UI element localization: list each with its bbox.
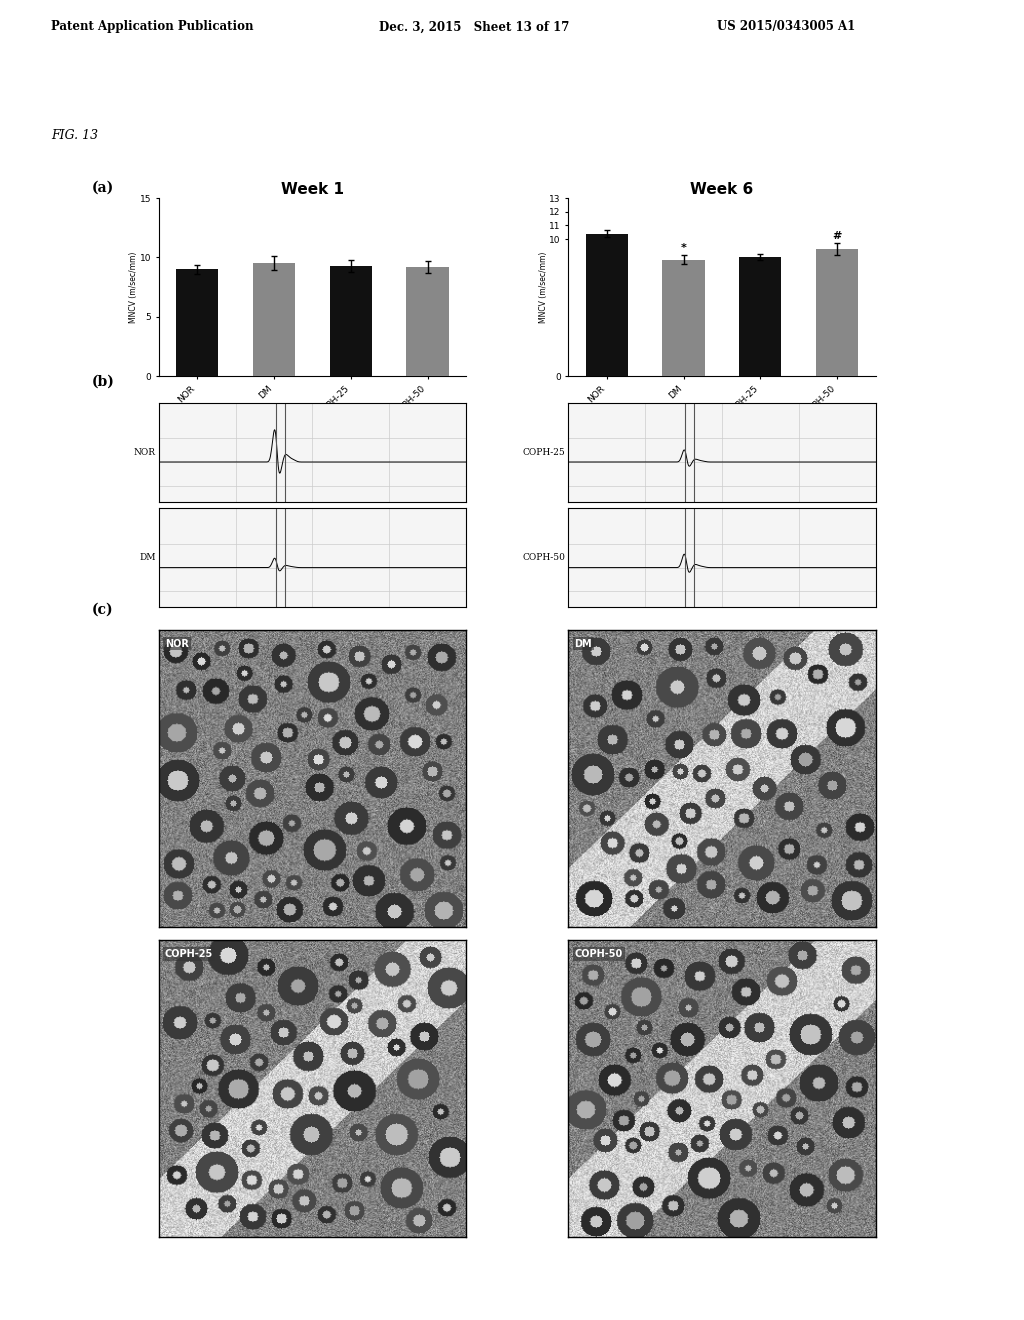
Bar	[663, 260, 705, 376]
Text: COPH-50: COPH-50	[574, 949, 623, 958]
Bar	[330, 265, 372, 376]
Y-axis label: MNCV (m/sec/mm): MNCV (m/sec/mm)	[129, 251, 138, 323]
Text: Dec. 3, 2015   Sheet 13 of 17: Dec. 3, 2015 Sheet 13 of 17	[379, 20, 569, 33]
Title: Week 1: Week 1	[281, 182, 344, 197]
Text: (c): (c)	[92, 603, 114, 616]
Text: NOR: NOR	[165, 639, 188, 648]
Text: DM: DM	[574, 639, 592, 648]
Text: US 2015/0343005 A1: US 2015/0343005 A1	[717, 20, 855, 33]
Bar	[253, 263, 295, 376]
Text: Patent Application Publication: Patent Application Publication	[51, 20, 254, 33]
Bar	[176, 269, 218, 376]
Bar	[407, 267, 449, 376]
Bar	[739, 257, 781, 376]
Text: COPH-25: COPH-25	[522, 447, 565, 457]
Text: (a): (a)	[92, 181, 115, 195]
Y-axis label: MNCV (m/sec/mm): MNCV (m/sec/mm)	[539, 251, 548, 323]
Title: Week 6: Week 6	[690, 182, 754, 197]
Text: (b): (b)	[92, 375, 115, 388]
Text: DM: DM	[139, 553, 156, 562]
Bar	[816, 248, 858, 376]
Text: NOR: NOR	[134, 447, 156, 457]
Text: *: *	[681, 243, 686, 253]
Bar	[586, 234, 628, 376]
Text: #: #	[833, 231, 842, 242]
Text: COPH-50: COPH-50	[522, 553, 565, 562]
Text: FIG. 13: FIG. 13	[51, 129, 98, 141]
Text: COPH-25: COPH-25	[165, 949, 213, 958]
